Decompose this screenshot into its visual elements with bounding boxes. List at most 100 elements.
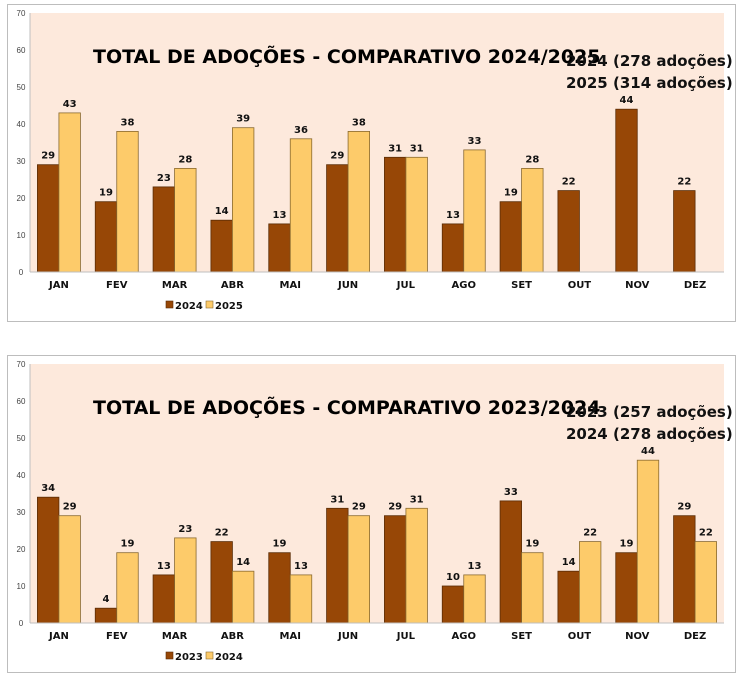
data-label-2025-ago: 33 xyxy=(468,136,482,147)
data-label-2024-nov: 44 xyxy=(641,446,655,457)
y-tick-label: 10 xyxy=(17,231,26,240)
x-tick-label: MAR xyxy=(162,631,188,642)
data-label-2023-fev: 4 xyxy=(103,594,110,605)
data-label-2024-set: 19 xyxy=(525,539,539,550)
data-label-2025-jul: 31 xyxy=(410,143,424,154)
bar-2025-jun xyxy=(347,131,370,273)
annotation-line-1: 2023 (257 adoções) xyxy=(566,403,733,421)
data-label-2024-jul: 31 xyxy=(410,494,424,505)
y-tick-label: 40 xyxy=(17,120,26,129)
chart-2023-2024-svg: 0 10 20 30 40 50 60 70 34 29 4 19 13 23 22 14 19 13 31 29 2… xyxy=(17,360,733,663)
x-tick-label: JUL xyxy=(396,631,416,642)
data-label-2023-out: 14 xyxy=(562,557,576,568)
bar-2024-mai xyxy=(289,574,313,624)
data-label-2024-set: 19 xyxy=(504,188,518,199)
legend-label-series-1: 2023 xyxy=(175,652,203,663)
y-tick-label: 20 xyxy=(17,545,26,554)
data-label-2025-mai: 36 xyxy=(294,125,308,136)
x-axis: JAN FEV MAR ABR MAI JUN JUL AGO SET OUT NOV DEZ xyxy=(30,271,724,291)
data-label-2023-ago: 10 xyxy=(446,572,460,583)
data-label-2025-abr: 39 xyxy=(236,114,250,125)
data-label-2024-mai: 13 xyxy=(273,210,287,221)
data-label-2023-set: 33 xyxy=(504,487,518,498)
data-label-2023-nov: 19 xyxy=(620,539,634,550)
data-label-2024-out: 22 xyxy=(583,528,597,539)
data-label-2024-jun: 29 xyxy=(352,502,366,513)
data-label-2025-mar: 28 xyxy=(178,154,192,165)
bar-2024-abr xyxy=(232,570,255,624)
x-tick-label: MAI xyxy=(280,280,301,291)
data-label-2025-jun: 38 xyxy=(352,117,366,128)
legend-label-series-2: 2025 xyxy=(215,301,243,312)
legend-swatch-series-1 xyxy=(165,300,174,309)
data-label-2023-mai: 19 xyxy=(273,539,287,550)
plot-area xyxy=(30,13,724,272)
data-label-2023-dez: 29 xyxy=(677,502,691,513)
data-label-2024-jan: 29 xyxy=(41,151,55,162)
bar-2025-abr xyxy=(232,127,255,273)
bar-2024-jun xyxy=(326,164,349,273)
bar-2025-ago xyxy=(463,149,486,273)
annotation-line-2: 2025 (314 adoções) xyxy=(566,74,733,92)
x-tick-label: DEZ xyxy=(684,280,706,291)
bar-2023-fev xyxy=(94,607,118,624)
data-label-2023-jul: 29 xyxy=(388,502,402,513)
data-label-2023-jun: 31 xyxy=(330,494,344,505)
bar-2025-mar xyxy=(174,167,197,273)
bar-2024-set xyxy=(499,201,522,273)
data-label-2025-jan: 43 xyxy=(63,99,77,110)
x-tick-label: FEV xyxy=(106,280,128,291)
y-tick-label: 10 xyxy=(17,582,26,591)
legend-swatch-series-2 xyxy=(205,651,214,660)
y-tick-label: 30 xyxy=(17,157,26,166)
data-labels: 29 43 19 38 23 28 14 39 13 36 29 38 31 31 13 33 19 28 22 44… xyxy=(41,95,691,221)
x-tick-label: OUT xyxy=(568,631,592,642)
y-tick-label: 50 xyxy=(17,83,26,92)
bar-2024-jul xyxy=(405,507,428,624)
legend-label-series-2: 2024 xyxy=(215,652,243,663)
bar-2023-nov xyxy=(615,552,638,624)
data-label-2023-abr: 22 xyxy=(215,528,229,539)
bar-2025-fev xyxy=(116,131,139,273)
bar-2024-mai xyxy=(268,223,291,273)
x-tick-label: NOV xyxy=(625,631,650,642)
chart-title: TOTAL DE ADOÇÕES - COMPARATIVO 2023/2024 xyxy=(93,395,601,419)
bar-2024-ago xyxy=(463,574,486,624)
x-tick-label: JUN xyxy=(337,280,358,291)
data-label-2023-mar: 13 xyxy=(157,561,171,572)
bar-2024-jul xyxy=(384,156,407,273)
x-tick-label: OUT xyxy=(568,280,592,291)
data-label-2023-jan: 34 xyxy=(41,483,55,494)
chart-title: TOTAL DE ADOÇÕES - COMPARATIVO 2024/2025 xyxy=(93,44,601,68)
data-label-2024-jul: 31 xyxy=(388,143,402,154)
data-label-2024-abr: 14 xyxy=(236,557,250,568)
bar-2024-out xyxy=(557,190,580,273)
bar-2024-mar xyxy=(152,186,175,273)
bar-2024-jan xyxy=(37,164,60,273)
data-label-2024-out: 22 xyxy=(562,177,576,188)
bar-2023-dez xyxy=(673,515,696,624)
bar-2024-ago xyxy=(441,223,465,273)
bar-2023-jan xyxy=(37,496,60,624)
x-tick-label: JUN xyxy=(337,631,358,642)
bar-2023-jun xyxy=(326,507,349,624)
chart-2023-2024: 0 10 20 30 40 50 60 70 34 29 4 19 13 23 22 14 19 13 31 29 2… xyxy=(7,355,736,673)
x-tick-label: ABR xyxy=(221,631,244,642)
bar-2024-nov xyxy=(615,108,638,273)
y-tick-label: 70 xyxy=(17,360,26,369)
x-tick-label: MAR xyxy=(162,280,188,291)
data-label-2024-nov: 44 xyxy=(620,95,634,106)
x-tick-label: DEZ xyxy=(684,631,706,642)
chart-2024-2025-svg: 0 10 20 30 40 50 60 70 29 43 19 38 23 28 14 39 13 36 29 38… xyxy=(17,9,733,312)
data-labels: 34 29 4 19 13 23 22 14 19 13 31 29 29 31 10 13 33 19 14 22 1… xyxy=(41,446,713,605)
y-tick-label: 30 xyxy=(17,508,26,517)
data-label-2024-ago: 13 xyxy=(468,561,482,572)
data-label-2024-jun: 29 xyxy=(330,151,344,162)
legend: 2024 2025 xyxy=(165,300,243,312)
bar-2023-ago xyxy=(441,585,465,624)
data-label-2024-dez: 22 xyxy=(677,177,691,188)
bar-2024-fev xyxy=(116,552,139,624)
y-tick-label: 0 xyxy=(19,268,24,277)
bar-2025-set xyxy=(521,167,544,273)
bar-2024-dez xyxy=(673,190,696,273)
